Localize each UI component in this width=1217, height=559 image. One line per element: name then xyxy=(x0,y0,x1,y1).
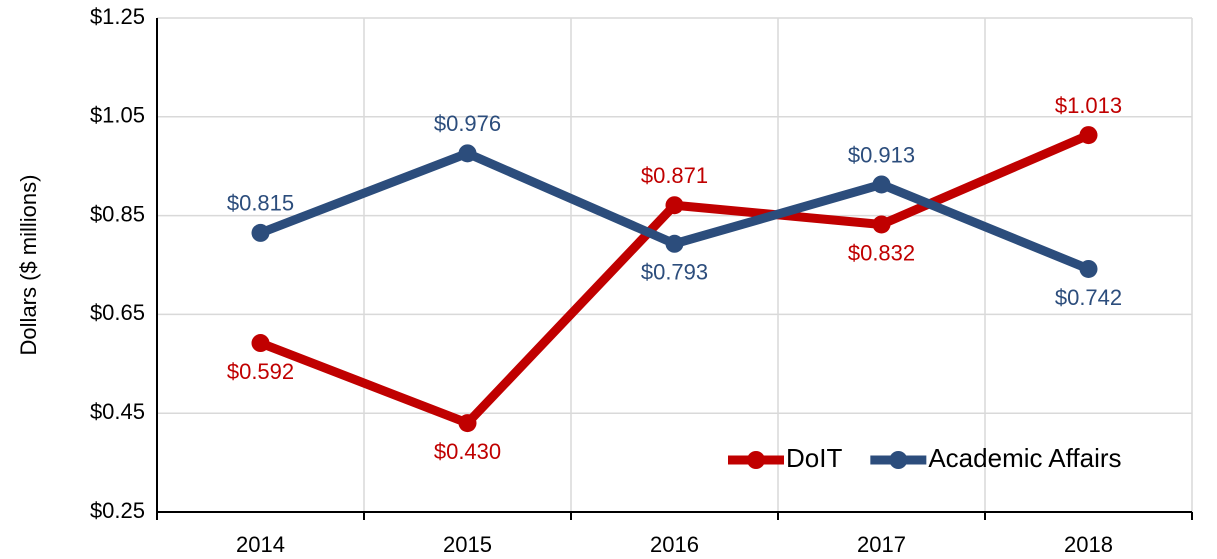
y-tick-label: $0.65 xyxy=(90,300,145,325)
y-tick-label: $0.85 xyxy=(90,201,145,226)
marker xyxy=(1079,126,1098,145)
data-label: $1.013 xyxy=(1055,93,1122,118)
data-label: $0.430 xyxy=(434,439,501,464)
marker xyxy=(665,234,684,253)
data-label: $0.976 xyxy=(434,111,501,136)
x-tick-label: 2018 xyxy=(1064,532,1113,557)
x-tick-label: 2015 xyxy=(443,532,492,557)
data-label: $0.592 xyxy=(227,359,294,384)
data-label: $0.832 xyxy=(848,240,915,265)
marker xyxy=(1079,259,1098,278)
marker xyxy=(665,196,684,215)
x-tick-label: 2014 xyxy=(236,532,285,557)
data-label: $0.793 xyxy=(641,260,708,285)
y-axis-label: Dollars ($ millions) xyxy=(16,175,41,356)
legend-marker xyxy=(889,451,908,469)
y-tick-label: $1.05 xyxy=(90,103,145,128)
marker xyxy=(872,175,891,194)
marker xyxy=(458,144,477,163)
y-tick-label: $0.25 xyxy=(90,498,145,523)
data-label: $0.815 xyxy=(227,191,294,216)
data-label: $0.871 xyxy=(641,163,708,188)
marker xyxy=(251,223,270,242)
legend-label: Academic Affairs xyxy=(928,443,1121,473)
marker xyxy=(458,414,477,433)
x-tick-label: 2017 xyxy=(857,532,906,557)
y-tick-label: $1.25 xyxy=(90,4,145,29)
x-tick-label: 2016 xyxy=(650,532,699,557)
data-label: $0.913 xyxy=(848,142,915,167)
marker xyxy=(251,334,270,353)
legend-label: DoIT xyxy=(786,443,842,473)
y-tick-label: $0.45 xyxy=(90,399,145,424)
data-label: $0.742 xyxy=(1055,285,1122,310)
legend-marker xyxy=(747,451,765,469)
marker xyxy=(872,215,891,234)
